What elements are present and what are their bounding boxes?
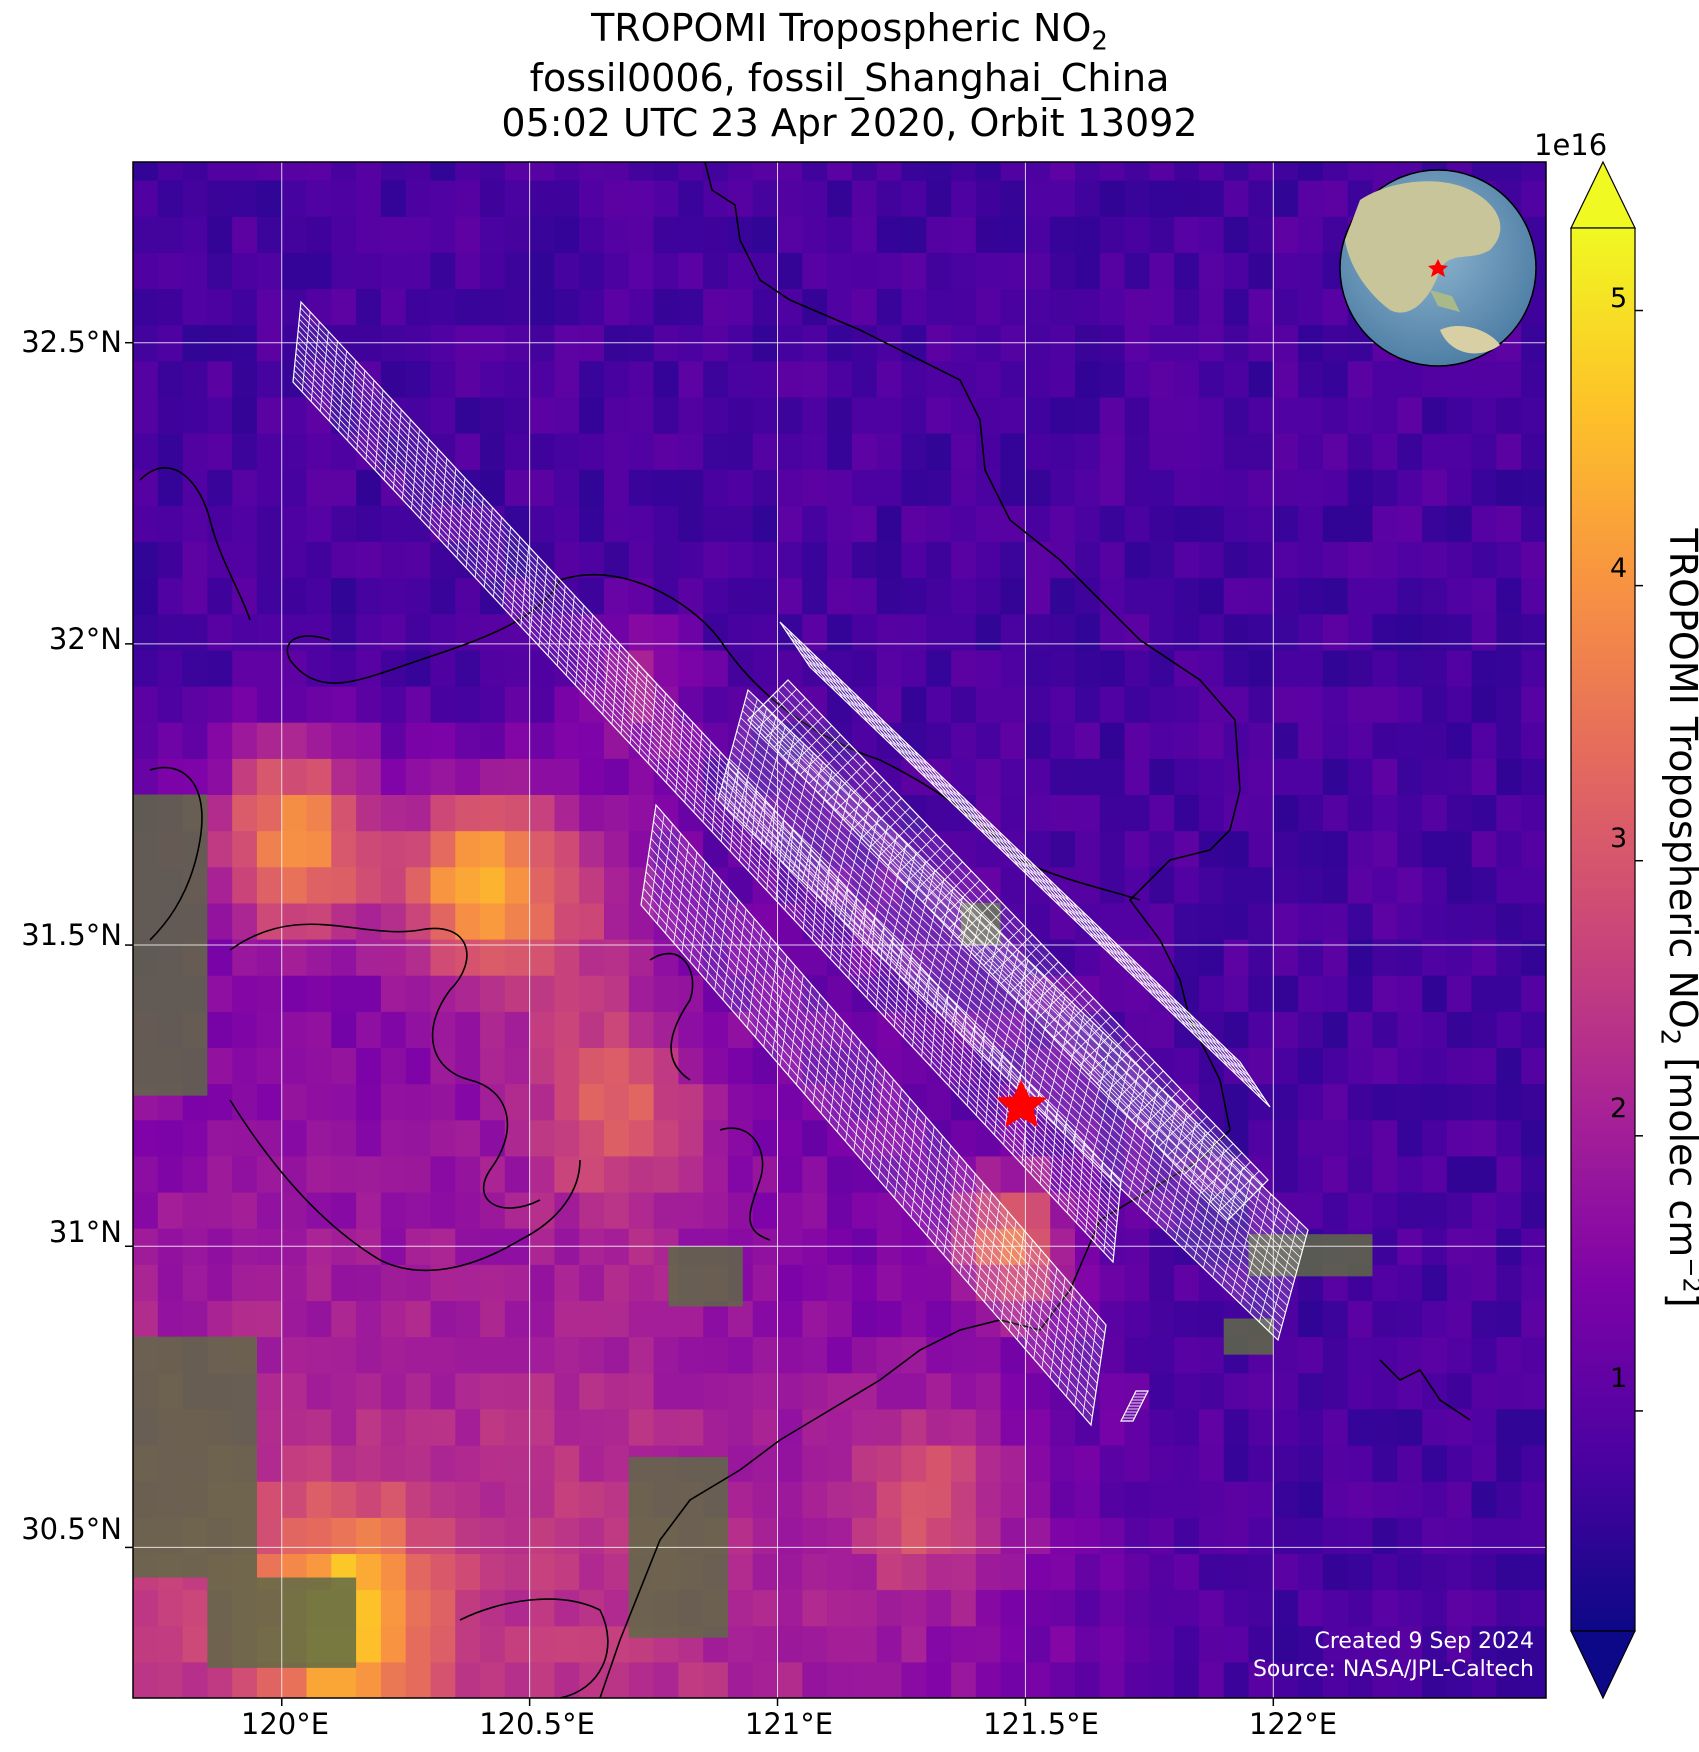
title-line-3: 05:02 UTC 23 Apr 2020, Orbit 13092 [501,101,1198,145]
x-tick-120.5: 120.5°E [479,1707,595,1741]
swath-grid [779,621,1271,1108]
swath-grid [640,803,1107,1427]
y-tick-32.5: 32.5°N [21,325,122,359]
target-star-marker [995,1079,1048,1128]
coastline [139,162,1471,1698]
y-tick-31: 31°N [48,1215,122,1249]
globe-islands [1430,290,1460,312]
x-tick-122: 122°E [1248,1707,1338,1741]
globe-australia-landmass [1440,325,1500,354]
map-frame [132,161,1547,1699]
x-tick-121: 121°E [744,1707,834,1741]
colorbar-tick-3: 3 [1610,823,1628,854]
x-tick-120: 120°E [240,1707,330,1741]
x-tick-121.5: 121.5°E [983,1707,1099,1741]
axis-tick-marks [125,341,1275,1706]
colorbar-tick-5: 5 [1610,283,1628,314]
y-tick-31.5: 31.5°N [21,918,122,952]
swath-grid [747,679,1269,1221]
title-line-2: fossil0006, fossil_Shanghai_China [529,56,1170,100]
globe-asia-landmass [1345,181,1501,313]
swath-grid [292,300,1122,1264]
globe-target-marker [1428,259,1448,277]
created-credit: Created 9 Sep 2024 [1314,1629,1535,1654]
colorbar-label: TROPOMI Tropospheric NO2 [molec cm−2] [1654,528,1699,1307]
colorbar [1570,160,1636,1700]
title-line-1: TROPOMI Tropospheric NO2 [591,6,1108,57]
colorbar-tick-marks [1635,309,1643,1412]
y-tick-32: 32°N [48,622,122,656]
inset-globe [1339,169,1537,367]
swath-grid [1120,1390,1149,1422]
colorbar-tick-2: 2 [1610,1093,1628,1124]
y-tick-30.5: 30.5°N [21,1512,122,1546]
colorbar-exponent: 1e16 [1534,128,1608,162]
source-credit: Source: NASA/JPL-Caltech [1252,1657,1534,1682]
target-mode-swaths [292,300,1309,1427]
colorbar-tick-4: 4 [1610,553,1628,584]
swath-grid [717,688,1309,1342]
colorbar-tick-1: 1 [1610,1363,1628,1394]
